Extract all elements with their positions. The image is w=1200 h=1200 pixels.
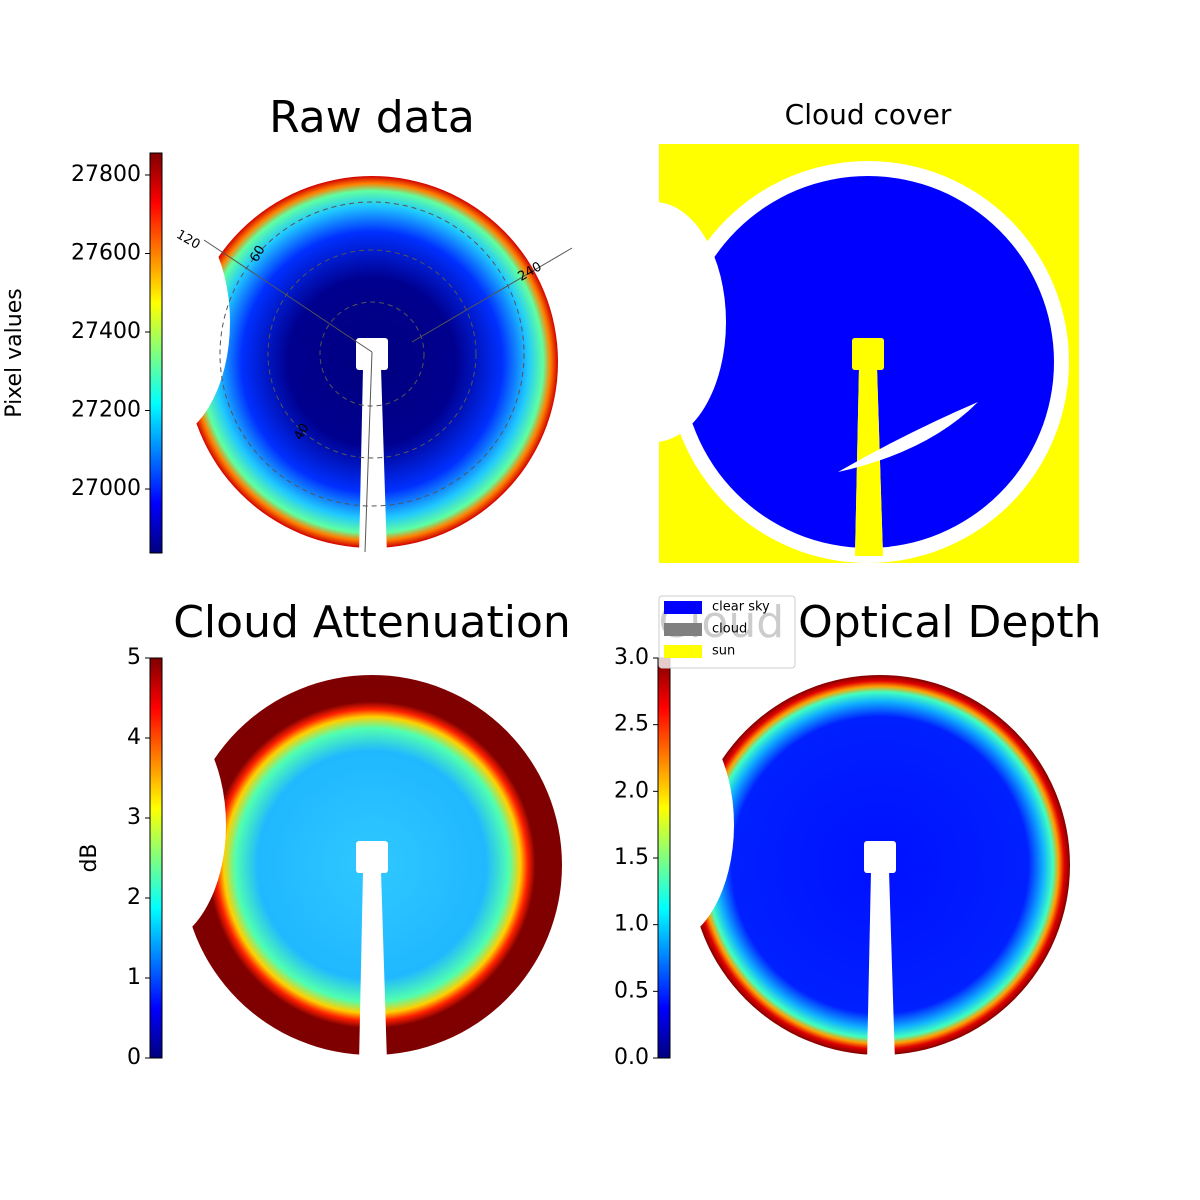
- legend-label: sun: [712, 644, 735, 659]
- colorbar-tick-label: 27600: [71, 240, 141, 265]
- sun-mask-head: [852, 338, 884, 370]
- colorbar-tick-label: 2: [127, 885, 141, 910]
- shadow-band-arm: [867, 871, 895, 1063]
- colorbar-tick-label: 27800: [71, 162, 141, 187]
- polar-grid: [203, 201, 573, 553]
- polar-circle: [219, 201, 525, 507]
- shadow-band-arm: [359, 871, 387, 1063]
- polar-axis: [364, 351, 373, 553]
- shadow-band-head: [356, 841, 388, 873]
- polar-label: 40: [291, 421, 312, 443]
- colorbar-tick-label: 2.5: [614, 712, 649, 737]
- colorbar-tick-label: 1.5: [614, 845, 649, 870]
- horizon-mask: [582, 202, 726, 442]
- cloud-region: [838, 402, 978, 472]
- panel-title: Cloud cover: [785, 98, 952, 131]
- colorbar-tick-label: 27200: [71, 398, 141, 423]
- colorbar-label: Pixel values: [2, 288, 27, 417]
- colorbar-tick-label: 0: [127, 1045, 141, 1070]
- colorbar-tick-label: 2.0: [614, 778, 649, 803]
- polar-circle: [319, 301, 425, 407]
- polar-axis: [203, 239, 373, 353]
- colorbar-tick-label: 1.0: [614, 912, 649, 937]
- colorbar-tick-label: 0.0: [614, 1045, 649, 1070]
- polar-label: 60: [247, 243, 268, 265]
- legend-label: clear sky: [712, 600, 770, 615]
- colorbar-label: dB: [77, 843, 102, 872]
- colorbar-tick-label: 1: [127, 965, 141, 990]
- polar-axis: [411, 247, 573, 343]
- panel-title: Raw data: [269, 92, 475, 143]
- colorbar-tick-label: 5: [127, 645, 141, 670]
- legend-swatch: [664, 623, 702, 636]
- colorbar: [657, 657, 671, 1059]
- colorbar: [149, 657, 163, 1059]
- legend-swatch: [664, 645, 702, 658]
- legend-swatch: [664, 601, 702, 614]
- colorbar-tick-label: 3.0: [614, 645, 649, 670]
- colorbar-tick-label: 3: [127, 805, 141, 830]
- polar-circle: [267, 249, 477, 459]
- shadow-band-arm: [359, 368, 387, 556]
- colorbar-tick-label: 0.5: [614, 978, 649, 1003]
- panel-title: Cloud Attenuation: [173, 597, 571, 648]
- colorbar: [149, 152, 163, 554]
- shadow-band-head: [864, 841, 896, 873]
- colorbar-tick-label: 4: [127, 725, 141, 750]
- colorbar-tick-label: 27400: [71, 319, 141, 344]
- colorbar-tick-label: 27000: [71, 476, 141, 501]
- legend-label: cloud: [712, 622, 747, 637]
